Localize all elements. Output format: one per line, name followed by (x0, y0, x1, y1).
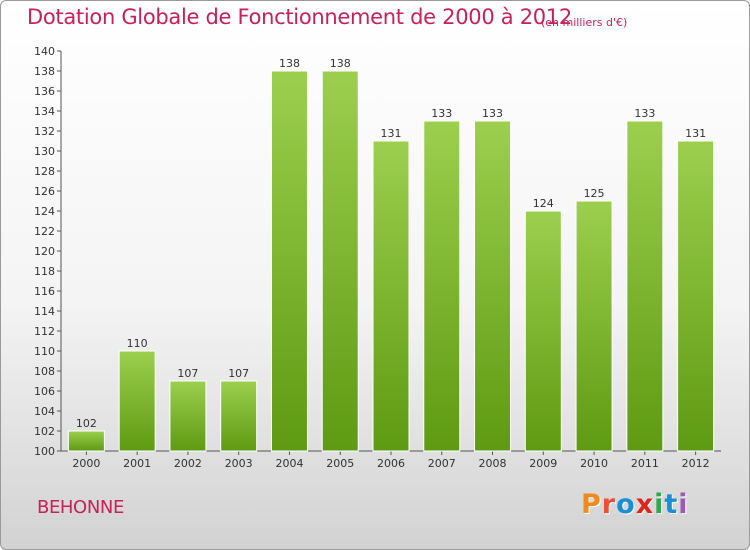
bar-2012 (677, 140, 715, 452)
data-label-2001: 110 (127, 337, 148, 350)
y-tick-label: 122 (34, 225, 55, 238)
x-tick-label-2004: 2004 (275, 457, 303, 470)
x-tick-label-2008: 2008 (479, 457, 507, 470)
data-label-2002: 107 (177, 367, 198, 380)
commune-name: BEHONNE (37, 497, 124, 518)
logo-letter: o (616, 489, 636, 520)
x-tick-label-2001: 2001 (123, 457, 151, 470)
logo-letter: i (654, 489, 665, 520)
bar-2011 (626, 120, 664, 452)
bar-2010 (575, 200, 613, 452)
x-tick-label-2012: 2012 (682, 457, 710, 470)
y-tick-label: 128 (34, 165, 55, 178)
data-label-2004: 138 (279, 57, 300, 70)
y-tick-label: 116 (34, 285, 55, 298)
bar-2006 (372, 140, 410, 452)
logo-letter: r (601, 489, 617, 520)
y-tick-label: 118 (34, 265, 55, 278)
logo-letter: t (664, 489, 679, 520)
logo-letter: P (581, 489, 602, 520)
bars (67, 70, 715, 452)
y-tick-label: 132 (34, 125, 55, 138)
y-tick-label: 114 (34, 305, 55, 318)
unit-note: (en milliers d'€) (541, 16, 628, 29)
y-tick-label: 138 (34, 65, 55, 78)
y-tick-label: 136 (34, 85, 55, 98)
bar-2002 (169, 380, 207, 452)
data-label-2007: 133 (431, 107, 452, 120)
bar-2003 (220, 380, 258, 452)
data-label-2006: 131 (381, 127, 402, 140)
logo-letter: x (635, 489, 655, 520)
data-label-2009: 124 (533, 197, 554, 210)
x-tick-label-2000: 2000 (72, 457, 100, 470)
bar-2000 (67, 430, 105, 452)
bar-2008 (474, 120, 512, 452)
y-tick-label: 110 (34, 345, 55, 358)
x-tick-label-2002: 2002 (174, 457, 202, 470)
y-tick-label: 130 (34, 145, 55, 158)
y-tick-label: 104 (34, 405, 55, 418)
data-label-2000: 102 (76, 417, 97, 430)
x-tick-label-2010: 2010 (580, 457, 608, 470)
data-labels: 102 110 107 107 138 138 131 133 133 124 125 133 131 (76, 57, 706, 430)
bar-2001 (118, 350, 156, 452)
x-tick-label-2009: 2009 (529, 457, 557, 470)
y-tick-label: 126 (34, 185, 55, 198)
data-label-2003: 107 (228, 367, 249, 380)
bar-2007 (423, 120, 461, 452)
y-tick-label: 106 (34, 385, 55, 398)
bar-2005 (321, 70, 359, 452)
chart-title: Dotation Globale de Fonctionnement de 20… (27, 5, 572, 29)
x-tick-label-2007: 2007 (428, 457, 456, 470)
bar-2009 (524, 210, 562, 452)
axes: 1001021041061081101121141161181201221241… (34, 45, 721, 470)
y-tick-label: 108 (34, 365, 55, 378)
y-tick-label: 124 (34, 205, 55, 218)
y-tick-label: 100 (34, 445, 55, 458)
data-label-2005: 138 (330, 57, 351, 70)
proxiti-logo: Proxiti (581, 489, 689, 520)
x-tick-label-2005: 2005 (326, 457, 354, 470)
data-label-2008: 133 (482, 107, 503, 120)
data-label-2010: 125 (584, 187, 605, 200)
data-label-2012: 131 (685, 127, 706, 140)
data-label-2011: 133 (634, 107, 655, 120)
bar-2004 (270, 70, 308, 452)
y-tick-label: 112 (34, 325, 55, 338)
x-tick-label-2006: 2006 (377, 457, 405, 470)
y-tick-label: 140 (34, 45, 55, 58)
y-tick-label: 120 (34, 245, 55, 258)
y-tick-label: 134 (34, 105, 55, 118)
x-tick-label-2011: 2011 (631, 457, 659, 470)
y-tick-label: 102 (34, 425, 55, 438)
logo-letter: i (678, 489, 689, 520)
x-tick-label-2003: 2003 (225, 457, 253, 470)
